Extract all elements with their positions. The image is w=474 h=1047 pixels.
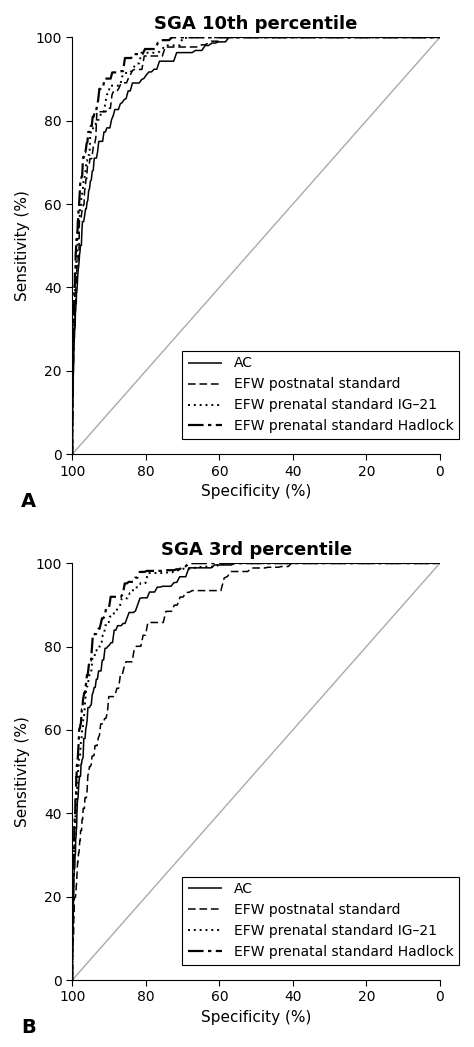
Text: A: A bbox=[21, 492, 36, 511]
Title: SGA 10th percentile: SGA 10th percentile bbox=[155, 15, 358, 34]
Legend: AC, EFW postnatal standard, EFW prenatal standard IG–21, EFW prenatal standard H: AC, EFW postnatal standard, EFW prenatal… bbox=[182, 351, 459, 439]
Y-axis label: Sensitivity (%): Sensitivity (%) bbox=[15, 716, 30, 827]
X-axis label: Specificity (%): Specificity (%) bbox=[201, 1010, 311, 1025]
X-axis label: Specificity (%): Specificity (%) bbox=[201, 484, 311, 499]
Title: SGA 3rd percentile: SGA 3rd percentile bbox=[161, 541, 352, 559]
Y-axis label: Sensitivity (%): Sensitivity (%) bbox=[15, 191, 30, 302]
Legend: AC, EFW postnatal standard, EFW prenatal standard IG–21, EFW prenatal standard H: AC, EFW postnatal standard, EFW prenatal… bbox=[182, 876, 459, 964]
Text: B: B bbox=[21, 1018, 36, 1037]
